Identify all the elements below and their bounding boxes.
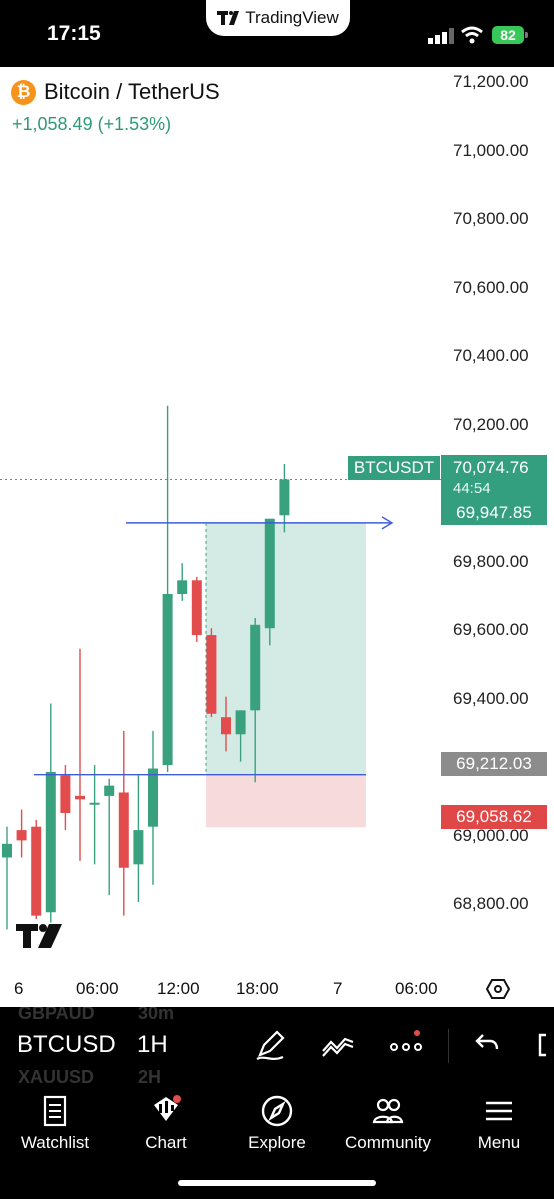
target-price-badge: 69,947.85: [441, 501, 547, 525]
chart-toolbar: GBPAUD 30m XAUUSD 2H BTCUSD 1H: [0, 1007, 554, 1085]
time-axis-label: 18:00: [236, 979, 279, 998]
price-axis-label: 70,600.00: [453, 278, 529, 297]
candle-body: [45, 771, 56, 913]
loss-zone: [206, 774, 366, 828]
nav-label: Community: [345, 1133, 431, 1152]
time-axis-label: 06:00: [76, 979, 119, 998]
symbol-header[interactable]: ₿ Bitcoin / TetherUS: [11, 79, 220, 105]
app-name-pill[interactable]: TradingView: [206, 0, 350, 36]
watchlist-icon: [43, 1095, 67, 1127]
home-indicator[interactable]: [178, 1180, 376, 1186]
adjacent-interval: 2H: [138, 1067, 162, 1085]
indicators-icon[interactable]: [320, 1027, 356, 1063]
nav-community[interactable]: Community: [333, 1093, 443, 1163]
wifi-icon: [461, 26, 483, 44]
current-price: 70,074.76: [453, 458, 529, 477]
price-axis-label: 68,800.00: [453, 894, 529, 913]
current-price-badge: 70,074.76 44:54: [441, 455, 547, 505]
adjacent-symbol: GBPAUD: [18, 1007, 95, 1023]
time-axis-label: 06:00: [395, 979, 438, 998]
nav-label: Watchlist: [20, 1133, 90, 1152]
status-bar: 17:15 TradingView 82: [0, 0, 554, 67]
symbol-title[interactable]: Bitcoin / TetherUS: [44, 79, 220, 104]
undo-icon[interactable]: [468, 1027, 504, 1063]
profit-zone: [206, 522, 366, 775]
candle-body: [250, 624, 261, 711]
stop-price-badge: 69,058.62: [441, 805, 547, 829]
candle-body: [118, 792, 129, 868]
candlestick-chart[interactable]: [0, 67, 554, 1007]
chart-area[interactable]: ₿ Bitcoin / TetherUS +1,058.49 (+1.53%) …: [0, 67, 554, 1007]
price-axis-label: 71,200.00: [453, 72, 529, 91]
price-change: +1,058.49 (+1.53%): [12, 114, 172, 134]
compass-icon: [261, 1095, 293, 1127]
candle-body: [60, 775, 71, 814]
nav-chart[interactable]: Chart: [111, 1093, 221, 1163]
candle-body: [133, 830, 144, 865]
drawing-pen-icon[interactable]: [252, 1027, 288, 1063]
candle-body: [162, 593, 173, 766]
bitcoin-icon: ₿: [11, 79, 36, 105]
candle-body: [2, 843, 12, 858]
app-name: TradingView: [245, 8, 339, 27]
interval-selector[interactable]: 1H: [137, 1031, 168, 1058]
nav-label: Explore: [248, 1133, 306, 1152]
price-axis-label: 70,800.00: [453, 209, 529, 228]
fullscreen-icon[interactable]: [532, 1027, 554, 1063]
candle-body: [279, 479, 290, 516]
bottom-navigation: Watchlist Chart Explore Community Menu: [0, 1085, 554, 1199]
nav-label: Menu: [477, 1133, 521, 1152]
candle-body: [221, 717, 231, 735]
nav-label: Chart: [145, 1133, 187, 1152]
candle-body: [264, 518, 275, 629]
entry-price-badge: 69,212.03: [441, 752, 547, 776]
nav-menu[interactable]: Menu: [444, 1093, 554, 1163]
candle-body: [235, 710, 246, 735]
price-axis-label: 69,400.00: [453, 689, 529, 708]
candle-body: [148, 768, 158, 827]
candle-body: [31, 826, 42, 916]
tradingview-mini-logo-icon: [217, 11, 240, 25]
candle-body: [89, 802, 100, 805]
candle-body: [191, 580, 202, 636]
bar-countdown: 44:54: [453, 480, 491, 497]
status-time: 17:15: [47, 22, 101, 45]
community-icon: [372, 1098, 404, 1124]
candle-body: [206, 635, 217, 714]
price-axis-label: 69,600.00: [453, 620, 529, 639]
time-axis-label: 6: [14, 979, 24, 998]
ray-arrow-icon: [381, 516, 394, 530]
price-axis-label: 69,000.00: [453, 826, 529, 845]
nav-explore[interactable]: Explore: [222, 1093, 332, 1163]
price-axis-label: 69,800.00: [453, 552, 529, 571]
time-axis-label: 12:00: [157, 979, 200, 998]
toolbar-divider: [448, 1029, 449, 1063]
menu-icon: [486, 1101, 512, 1121]
adjacent-interval: 30m: [138, 1007, 175, 1023]
tradingview-watermark-logo: [16, 924, 62, 948]
price-axis-label: 70,200.00: [453, 415, 529, 434]
chart-icon: [154, 1095, 181, 1121]
candle-body: [104, 785, 115, 796]
adjacent-symbol: XAUUSD: [18, 1067, 95, 1085]
battery-icon: 82: [492, 26, 528, 44]
nav-watchlist[interactable]: Watchlist: [0, 1093, 110, 1163]
candle-body: [177, 580, 188, 594]
price-axis-label: 71,000.00: [453, 141, 529, 160]
chart-settings-icon[interactable]: [486, 977, 510, 1001]
candle-body: [75, 795, 85, 800]
candle-body: [16, 830, 27, 841]
price-axis-label: 70,400.00: [453, 346, 529, 365]
symbol-price-tag: BTCUSDT: [348, 456, 440, 480]
more-options-icon[interactable]: [388, 1027, 424, 1063]
signal-icon: [428, 28, 454, 44]
symbol-selector[interactable]: BTCUSD: [17, 1031, 116, 1058]
time-axis-label: 7: [333, 979, 343, 998]
